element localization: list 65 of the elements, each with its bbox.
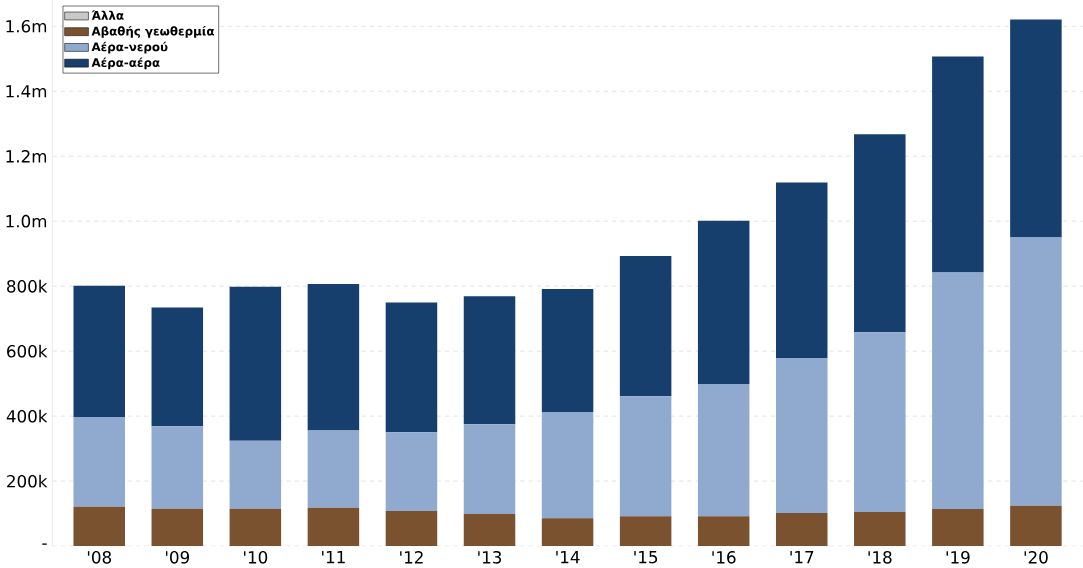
bar [151, 307, 204, 427]
bar [619, 255, 672, 397]
bar [229, 286, 282, 441]
x-tick-label: '18 [868, 550, 892, 564]
bar [697, 220, 750, 384]
legend-label: Αβαθής γεωθερμία [91, 25, 215, 38]
bar [932, 508, 984, 546]
bar [463, 424, 516, 514]
x-tick-label: '08 [87, 550, 112, 564]
x-tick-label: '12 [400, 550, 423, 564]
y-tick-label: 400k [6, 409, 48, 423]
bar [307, 430, 360, 508]
bar [541, 411, 594, 519]
x-tick-label: '11 [322, 550, 345, 564]
x-tick-label: '13 [478, 550, 502, 564]
legend-label: Αέρα-αέρα [91, 57, 160, 70]
bar [932, 56, 984, 273]
bar [697, 516, 750, 546]
legend-label: Άλλα [91, 10, 124, 20]
bar [463, 513, 516, 546]
bar [775, 182, 828, 358]
y-tick-label: 1.2m [6, 149, 47, 163]
bar [385, 302, 438, 433]
x-tick-label: '17 [790, 550, 814, 564]
y-tick-label: - [42, 543, 47, 545]
x-tick-label: '20 [1024, 550, 1048, 564]
y-tick-label: 200k [7, 474, 48, 488]
bar [307, 507, 360, 546]
bar [463, 296, 516, 425]
x-tick-label: '16 [712, 550, 736, 564]
bar [73, 506, 125, 546]
bar [932, 272, 984, 509]
bar [73, 416, 125, 507]
bar [151, 508, 204, 546]
bar [385, 432, 438, 511]
bar [1010, 505, 1062, 546]
bar [854, 134, 906, 333]
bar [854, 332, 906, 512]
y-tick-label: 1.4m [6, 85, 47, 98]
y-tick-label: 1.6m [6, 19, 47, 33]
y-tick-label: 600k [7, 344, 48, 358]
x-tick-label: '19 [946, 550, 970, 564]
bar [854, 511, 906, 546]
y-tick-label: 1.0m [6, 214, 47, 228]
bar [775, 357, 828, 513]
bar [1010, 237, 1062, 506]
bar [73, 285, 125, 417]
bar [619, 516, 672, 546]
x-tick-label: '14 [556, 550, 580, 564]
x-tick-label: '10 [244, 550, 268, 564]
bar [229, 508, 282, 546]
bar [697, 383, 750, 517]
bar [619, 396, 672, 517]
bar [1010, 19, 1062, 238]
bar [151, 426, 204, 509]
bar [775, 512, 828, 546]
bar [229, 440, 282, 509]
y-tick-label: 800k [7, 279, 48, 293]
bar [385, 510, 438, 546]
legend-label: Αέρα-νερού [91, 41, 168, 54]
bar [541, 518, 594, 546]
bar [307, 283, 360, 431]
x-tick-label: '09 [165, 550, 190, 564]
bar [541, 288, 594, 412]
x-tick-label: '15 [634, 550, 658, 564]
